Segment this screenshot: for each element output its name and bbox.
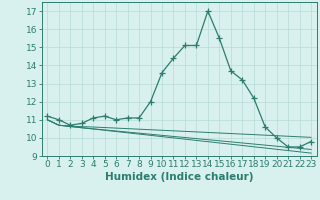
X-axis label: Humidex (Indice chaleur): Humidex (Indice chaleur) — [105, 172, 253, 182]
